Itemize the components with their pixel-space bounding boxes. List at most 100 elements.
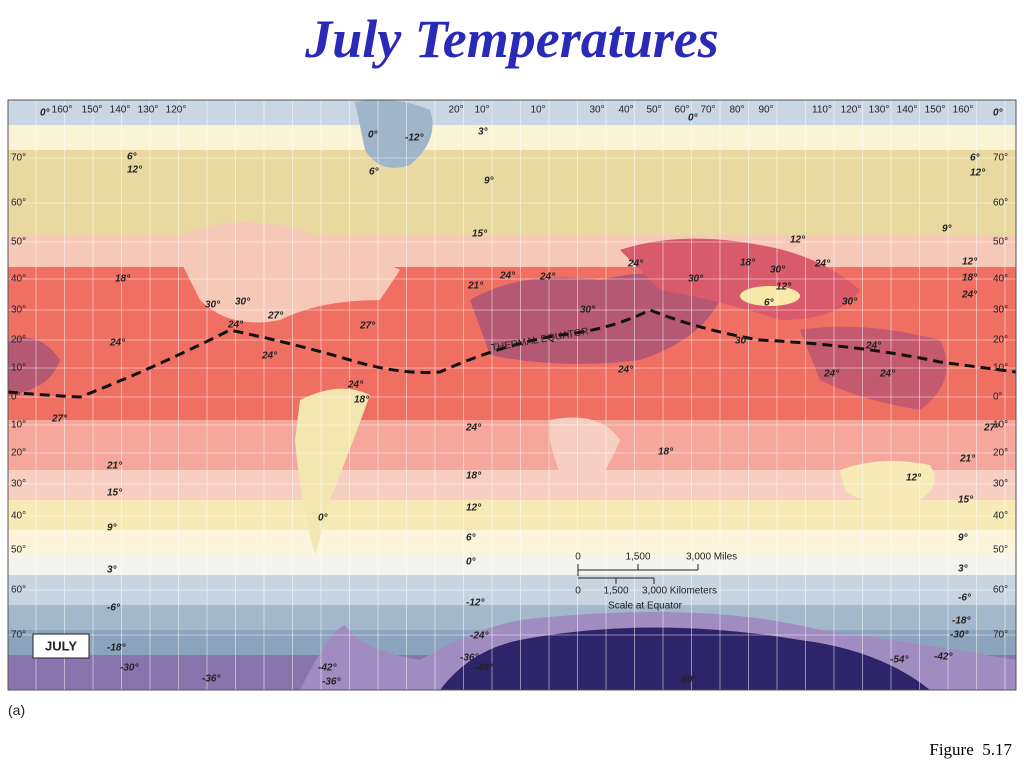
latitude-label: 50° [11,237,26,248]
grid [8,100,1016,690]
isotherm-label: 0° [466,557,477,568]
isotherm-label: -48° [474,663,493,674]
isotherm-label: 3° [478,127,489,138]
isotherm-label: 24° [627,259,644,270]
longitude-label: 140° [110,105,131,116]
band [8,420,1016,470]
isotherm-label: -36° [460,653,479,664]
isotherm-label: -36° [202,674,221,685]
isotherm-label: 9° [958,533,969,544]
isotherm-label: -60° [678,675,697,686]
isotherm-label: 24° [109,338,126,349]
isotherm-label: 30° [770,265,786,276]
latitude-label: 40° [11,274,26,285]
isotherm-label: 24° [465,423,482,434]
isotherm-label: -54° [890,655,909,666]
band [8,530,1016,555]
longitude-label: 50° [646,105,661,116]
longitude-label: 130° [869,105,890,116]
isotherm-label: 21° [467,281,484,292]
isotherm-label: 18° [740,258,756,269]
latitude-label: 10° [993,363,1008,374]
isotherm-label: 18° [354,395,370,406]
south-africa [550,417,620,500]
scale-label: 0 [575,586,581,597]
labels: 70° 60° 50° 40° 30° 20° 10° 0° 10° 20° 30° 40° 50° 60… [11,105,1008,688]
latitude-label: 20° [11,335,26,346]
month-label: JULY [45,638,77,653]
isotherm-label: 21° [106,461,123,472]
latitude-label: 60° [11,585,26,596]
latitude-label: 10° [11,420,26,431]
scale-label: 1,500 [603,586,628,597]
isotherm-label: 6° [369,167,380,178]
isotherm-label: -36° [322,677,341,688]
slide-title: July Temperatures [305,9,719,69]
panel-label: (a) [8,702,26,718]
isotherm-label: -18° [952,616,971,627]
latitude-label: 10° [11,363,26,374]
isotherm-label: 6° [466,533,477,544]
isotherm-label: 15° [107,488,123,499]
longitude-label: 70° [700,105,715,116]
greenland [355,100,433,168]
longitude-label: 60° [674,105,689,116]
australia [840,461,935,505]
latitude-label: 30° [993,305,1008,316]
thermal-equator [8,308,1016,399]
isotherm-label: -42° [318,663,337,674]
latitude-label: 70° [993,153,1008,164]
latitude-label: 60° [993,198,1008,209]
latitude-label: 30° [11,479,26,490]
isotherm-label: 12° [962,257,978,268]
isotherm-label: 9° [107,523,118,534]
latitude-label: 30° [11,305,26,316]
isotherm-label: 24° [823,369,840,380]
isotherm-label: -12° [405,133,424,144]
longitude-label: 120° [166,105,187,116]
latitude-label: 70° [993,630,1008,641]
latitude-label: 20° [11,448,26,459]
isotherm-label: -6° [958,593,972,604]
latitude-label: 60° [11,198,26,209]
isotherm-label: 24° [347,380,364,391]
isotherm-label: 18° [115,274,131,285]
isotherm-label: 24° [814,259,831,270]
longitude-label: 160° [953,105,974,116]
isotherm-label: 6° [764,298,775,309]
isotherm-label: 9° [942,224,953,235]
isotherm-label: 12° [127,165,143,176]
scale-label: 0 [575,552,581,563]
isotherm-label: 24° [865,341,882,352]
band [8,235,1016,267]
isotherm-label: 6° [127,152,138,163]
longitude-label: 40° [618,105,633,116]
isotherm-label: -6° [107,603,121,614]
band [8,500,1016,530]
latitude-label: 40° [993,511,1008,522]
latitude-label: 30° [993,479,1008,490]
longitude-label: 140° [897,105,918,116]
latitude-label: 20° [993,335,1008,346]
scale-label: 3,000 Kilometers [642,586,717,597]
band [8,555,1016,575]
isotherm-label: 30° [735,336,751,347]
isotherm-label: 24° [227,320,244,331]
isotherm-label: -30° [950,630,969,641]
isotherm-label: 15° [958,495,974,506]
isotherm-label: -18° [107,643,126,654]
isotherm-label: -24° [470,631,489,642]
isotherm-label: 0° [688,113,699,124]
latitude-label: 0° [993,392,1003,403]
isotherm-label: 30° [842,297,858,308]
antarctica [440,627,930,690]
isotherm-label: -12° [466,598,485,609]
cool-plateau [740,286,800,306]
latitude-label: 0° [11,392,21,403]
andes [295,388,370,555]
isotherm-label: 9° [484,176,495,187]
scale-note: Scale at Equator [608,601,683,612]
latitude-label: 40° [11,511,26,522]
